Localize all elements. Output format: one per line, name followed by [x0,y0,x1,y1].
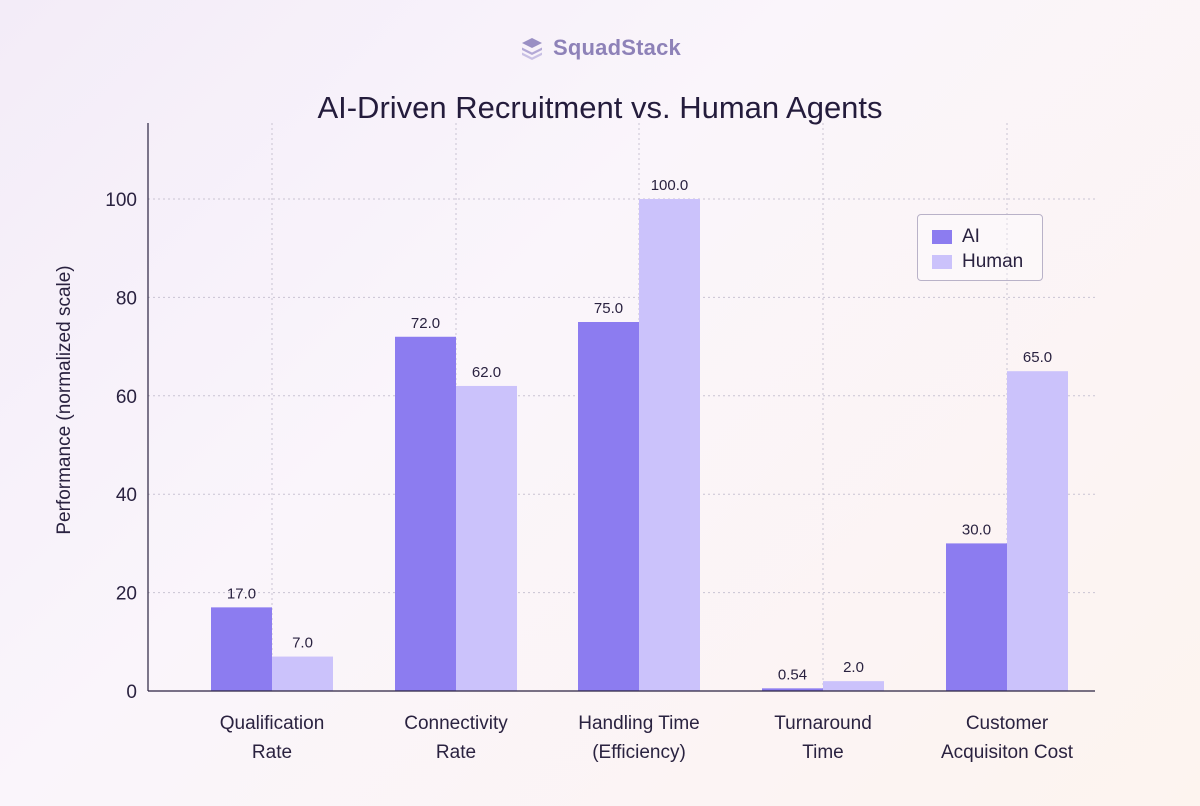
legend: AI Human [917,214,1043,281]
stacked-layers-icon [522,38,543,60]
data-label-ai: 0.54 [778,666,807,683]
y-tick-label: 0 [126,682,137,703]
bar-ai [762,688,823,691]
x-tick-label: Handling Time (Efficiency) [578,713,699,763]
legend-item-ai: AI [932,224,1028,249]
y-tick-label: 100 [105,190,137,211]
brand-name: SquadStack [553,35,681,60]
bar-ai [395,336,456,691]
bar-human [823,681,884,691]
data-label-ai: 17.0 [227,585,256,602]
data-label-ai: 75.0 [594,300,623,317]
x-tick-label: Turnaround Time [774,713,872,763]
y-tick-label: 60 [116,387,137,408]
data-label-human: 100.0 [651,177,689,194]
legend-swatch-ai [932,229,952,244]
legend-label-human: Human [962,250,1024,272]
bar-human [1007,371,1068,691]
bar-ai [578,322,639,691]
y-tick-label: 40 [116,485,137,506]
data-label-human: 2.0 [843,659,864,676]
data-label-human: 7.0 [292,635,313,652]
y-tick-label: 20 [116,584,137,605]
x-tick-label: Qualification Rate [220,713,325,763]
bar-human [272,656,333,691]
data-label-human: 62.0 [472,364,501,381]
data-label-ai: 72.0 [411,315,440,332]
y-tick-label: 80 [116,288,137,309]
legend-item-human: Human [932,249,1028,274]
x-tick-label: Customer Acquisiton Cost [941,713,1074,763]
brand-header: SquadStack [0,35,1200,61]
bar-ai [211,607,272,691]
bar-human [456,385,517,691]
legend-swatch-human [932,254,952,269]
bar-human [639,199,700,691]
data-label-human: 65.0 [1023,349,1052,366]
x-tick-label: Connectivity Rate [404,713,508,763]
data-label-ai: 30.0 [962,521,991,538]
chart-title: AI-Driven Recruitment vs. Human Agents [317,90,883,125]
legend-label-ai: AI [962,225,980,247]
bar-ai [946,543,1007,691]
